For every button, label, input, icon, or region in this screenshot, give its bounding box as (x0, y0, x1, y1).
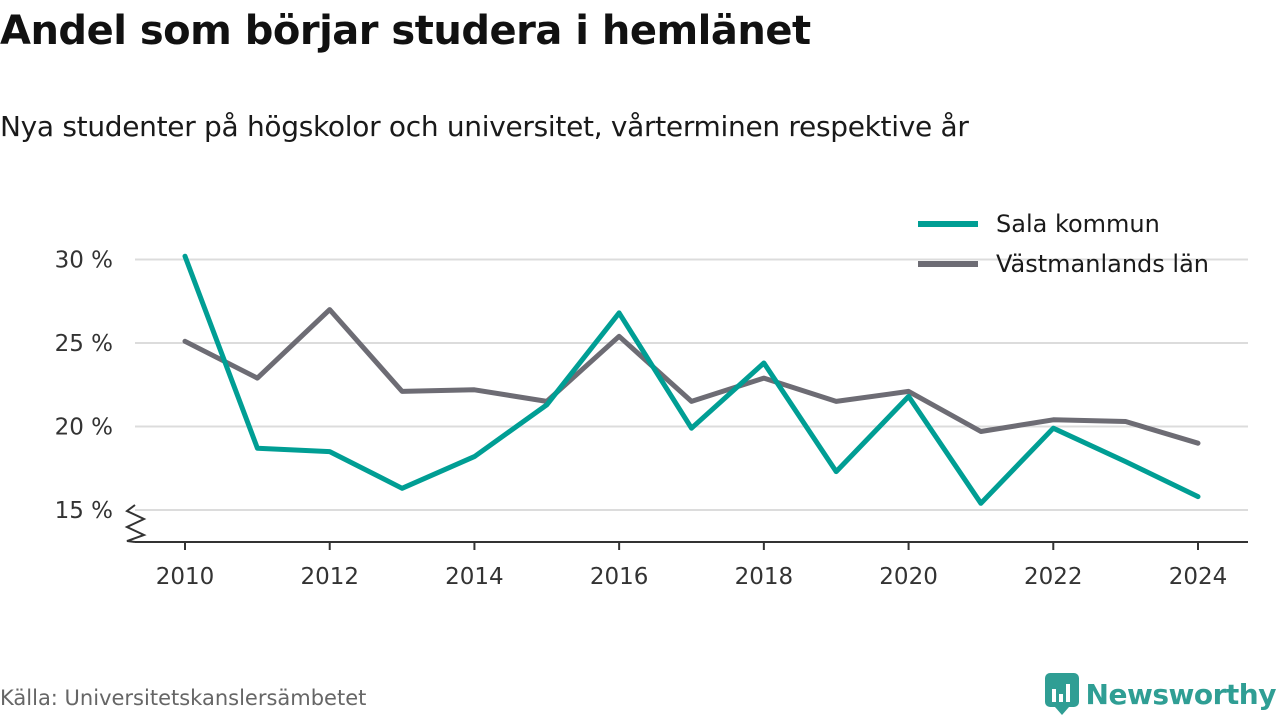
x-tick-label: 2010 (156, 564, 215, 590)
axis-break-icon (124, 504, 147, 543)
y-tick-label: 30 % (55, 248, 113, 274)
x-tick-label: 2022 (1024, 564, 1083, 590)
chart-title: Andel som börjar studera i hemlänet (0, 8, 811, 54)
series-lines (182, 253, 1201, 506)
gridlines (135, 258, 1248, 511)
x-axis: 2010 2012 2014 2016 2018 2020 2022 2024 (135, 541, 1248, 590)
x-tick-label: 2012 (300, 564, 359, 590)
series-line-sala-kommun (182, 253, 1201, 506)
brand-logo: Newsworthy (1044, 672, 1277, 716)
brand-name: Newsworthy (1085, 677, 1277, 711)
y-axis-ticks: 15 % 20 % 25 % 30 % (55, 248, 147, 543)
x-tick-label: 2020 (879, 564, 938, 590)
y-tick-label: 25 % (55, 331, 113, 357)
newsworthy-logo-icon (1044, 673, 1079, 715)
x-tick-label: 2016 (590, 564, 649, 590)
legend-label: Sala kommun (996, 210, 1160, 238)
x-tick-label: 2018 (735, 564, 794, 590)
series-line-vastmanlands-lan (182, 307, 1201, 446)
source-note: Källa: Universitetskanslersämbetet (0, 686, 367, 710)
legend: Sala kommun Västmanlands län (918, 210, 1209, 278)
x-tick-label: 2024 (1169, 564, 1228, 590)
x-tick-label: 2014 (445, 564, 504, 590)
chart-subtitle: Nya studenter på högskolor och universit… (0, 110, 969, 143)
y-tick-label: 20 % (55, 415, 113, 441)
legend-label: Västmanlands län (996, 250, 1209, 278)
y-tick-label: 15 % (55, 498, 113, 524)
